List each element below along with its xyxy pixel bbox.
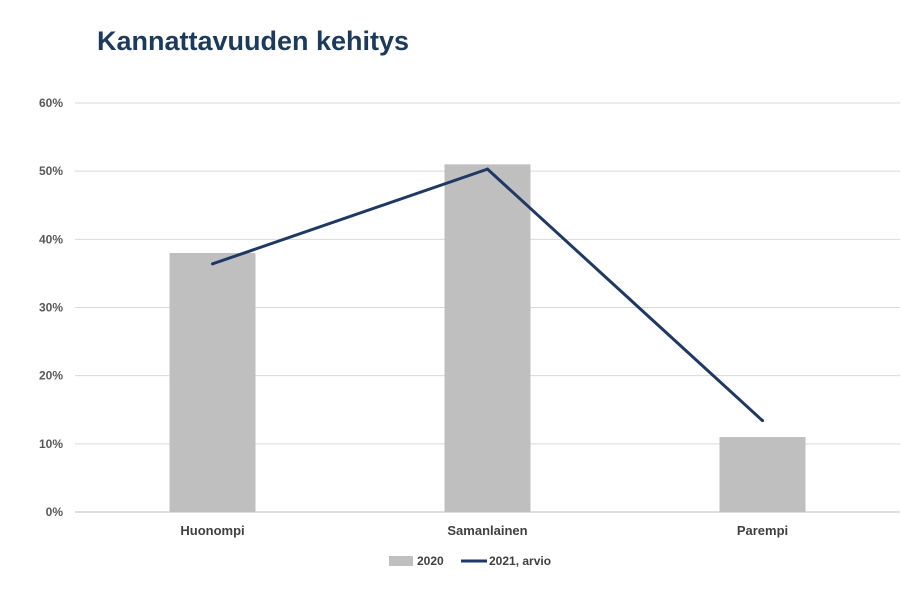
legend-label: 2020 bbox=[417, 554, 444, 568]
line-point-Samanlainen bbox=[486, 167, 489, 171]
bar-2020-Parempi bbox=[719, 437, 806, 512]
legend-swatch-bar bbox=[389, 556, 413, 566]
bar-series bbox=[169, 164, 806, 512]
line-series bbox=[211, 167, 764, 423]
y-tick-label: 30% bbox=[39, 301, 63, 315]
y-tick-label: 50% bbox=[39, 164, 63, 178]
y-axis-ticks: 0% 10% 20% 30% 40% 50% 60% bbox=[39, 96, 63, 519]
y-tick-label: 20% bbox=[39, 369, 63, 383]
y-tick-label: 40% bbox=[39, 232, 63, 246]
x-category-label: Samanlainen bbox=[447, 523, 527, 538]
bar-2020-Samanlainen bbox=[444, 164, 531, 512]
x-category-label: Huonompi bbox=[180, 523, 244, 538]
bar-2020-Huonompi bbox=[169, 252, 256, 512]
y-tick-label: 60% bbox=[39, 96, 63, 110]
x-category-label: Parempi bbox=[737, 523, 788, 538]
legend: 2020 2021, arvio bbox=[389, 554, 551, 568]
legend-label: 2021, arvio bbox=[489, 554, 551, 568]
chart-title: Kannattavuuden kehitys bbox=[97, 26, 410, 56]
line-point-Huonompi bbox=[211, 262, 214, 266]
line-point-Parempi bbox=[761, 419, 764, 423]
y-tick-label: 0% bbox=[46, 505, 64, 519]
x-axis-labels: Huonompi Samanlainen Parempi bbox=[180, 523, 788, 538]
y-tick-label: 10% bbox=[39, 437, 63, 451]
